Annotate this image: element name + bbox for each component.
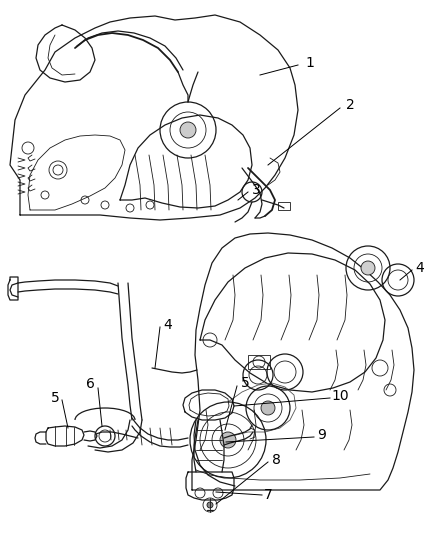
- Bar: [248, 355, 270, 369]
- Text: 10: 10: [331, 389, 349, 403]
- Circle shape: [361, 261, 375, 275]
- Circle shape: [220, 432, 236, 448]
- Text: 6: 6: [85, 377, 95, 391]
- Text: 4: 4: [416, 261, 424, 275]
- Text: 9: 9: [318, 428, 326, 442]
- Text: 3: 3: [251, 183, 260, 197]
- Text: 8: 8: [272, 453, 280, 467]
- Text: 2: 2: [346, 98, 354, 112]
- Text: 7: 7: [264, 488, 272, 502]
- Text: 5: 5: [240, 376, 249, 390]
- Text: 4: 4: [164, 318, 173, 332]
- Text: 5: 5: [51, 391, 60, 405]
- Text: 1: 1: [306, 56, 314, 70]
- Circle shape: [180, 122, 196, 138]
- Circle shape: [207, 502, 213, 508]
- Bar: [278, 202, 290, 210]
- Circle shape: [261, 401, 275, 415]
